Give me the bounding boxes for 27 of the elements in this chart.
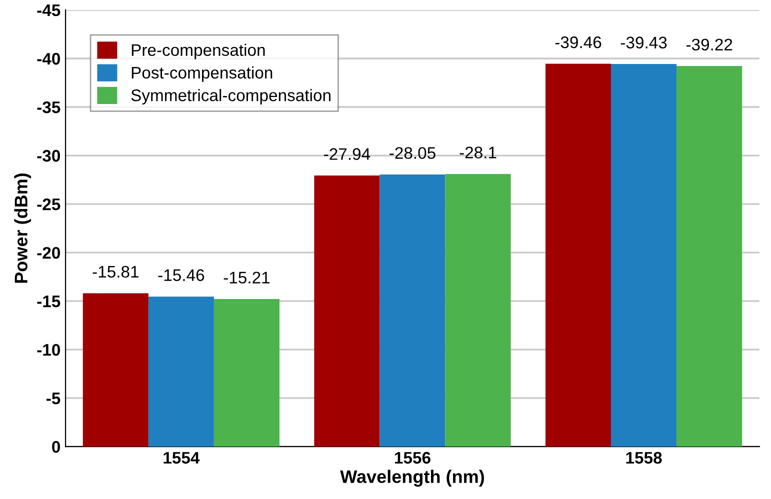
data-label: -15.21 [224,272,270,284]
y-tick-label: -10 [37,344,60,356]
y-tick-label: -40 [37,52,60,65]
x-tick-label: 1558 [626,452,662,464]
data-label: -28.05 [390,147,436,159]
y-tick-label: 0 [52,441,60,453]
x-tick-label: 1556 [395,452,430,464]
data-label: -15.81 [92,266,138,278]
x-tick-label: 1554 [164,452,200,464]
data-label: -39.46 [555,36,602,48]
y-tick-label: -45 [37,4,60,16]
y-tick-label: -15 [37,296,60,308]
y-tick-label: -20 [37,246,60,259]
y-tick-label: -5 [46,392,60,404]
legend-label: Pre-compensation [132,44,265,60]
x-axis-title: Wavelength (nm) [340,470,484,487]
legend-label: Post-compensation [132,66,272,82]
data-label: -15.46 [158,269,204,282]
data-label: -27.94 [324,148,370,160]
y-tick-label: -35 [37,101,60,114]
y-tick-label: -25 [37,198,60,210]
data-label: -39.43 [620,36,667,48]
y-axis-title: Power (dBm) [14,174,32,283]
legend-label: Symmetrical-compensation [131,88,330,105]
data-label: -39.22 [686,38,732,51]
data-label: -28.1 [460,146,496,158]
y-tick-label: -30 [37,150,60,162]
